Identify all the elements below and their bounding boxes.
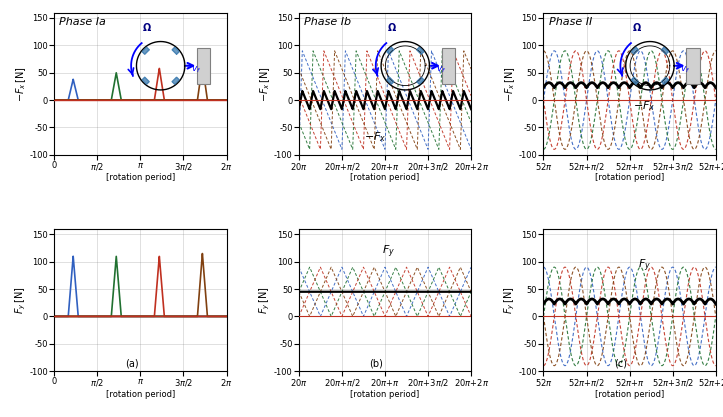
Polygon shape bbox=[387, 47, 394, 54]
Y-axis label: $-F_x\,[\mathrm{N}]$: $-F_x\,[\mathrm{N}]$ bbox=[259, 66, 273, 102]
Text: Phase Ib: Phase Ib bbox=[304, 17, 351, 27]
Polygon shape bbox=[631, 77, 638, 84]
Polygon shape bbox=[416, 77, 424, 84]
Y-axis label: $F_y\,[\mathrm{N}]$: $F_y\,[\mathrm{N}]$ bbox=[258, 286, 273, 314]
Text: $v_f$: $v_f$ bbox=[435, 64, 446, 75]
X-axis label: [rotation period]: [rotation period] bbox=[106, 173, 175, 183]
Text: $\mathbf{\Omega}$: $\mathbf{\Omega}$ bbox=[387, 21, 397, 33]
Text: Phase Ia: Phase Ia bbox=[59, 17, 106, 27]
Polygon shape bbox=[172, 47, 179, 54]
X-axis label: [rotation period]: [rotation period] bbox=[351, 390, 419, 399]
Bar bbox=[442, 48, 455, 84]
Polygon shape bbox=[142, 47, 149, 54]
Text: (c): (c) bbox=[615, 359, 628, 369]
Text: $F_y$: $F_y$ bbox=[382, 244, 395, 260]
Text: $v_f$: $v_f$ bbox=[680, 64, 690, 75]
Text: $F_y$: $F_y$ bbox=[638, 258, 651, 274]
Polygon shape bbox=[416, 47, 424, 54]
Polygon shape bbox=[662, 47, 669, 54]
Text: (b): (b) bbox=[369, 359, 383, 369]
Text: Phase II: Phase II bbox=[549, 17, 592, 27]
Text: $\mathbf{\Omega}$: $\mathbf{\Omega}$ bbox=[632, 21, 641, 33]
Polygon shape bbox=[387, 77, 394, 84]
Text: (a): (a) bbox=[125, 359, 139, 369]
Bar bbox=[686, 48, 700, 84]
X-axis label: [rotation period]: [rotation period] bbox=[351, 173, 419, 183]
Text: $v_f$: $v_f$ bbox=[191, 64, 201, 75]
X-axis label: [rotation period]: [rotation period] bbox=[595, 390, 664, 399]
Text: $\mathbf{\Omega}$: $\mathbf{\Omega}$ bbox=[142, 21, 153, 33]
Text: $-F_x$: $-F_x$ bbox=[633, 99, 656, 113]
Y-axis label: $-F_x\,[\mathrm{N}]$: $-F_x\,[\mathrm{N}]$ bbox=[503, 66, 517, 102]
Y-axis label: $-F_x\,[\mathrm{N}]$: $-F_x\,[\mathrm{N}]$ bbox=[14, 66, 28, 102]
Text: $-F_x$: $-F_x$ bbox=[364, 131, 387, 144]
Y-axis label: $F_y\,[\mathrm{N}]$: $F_y\,[\mathrm{N}]$ bbox=[502, 286, 517, 314]
Polygon shape bbox=[662, 77, 669, 84]
Y-axis label: $F_y\,[\mathrm{N}]$: $F_y\,[\mathrm{N}]$ bbox=[14, 286, 28, 314]
X-axis label: [rotation period]: [rotation period] bbox=[595, 173, 664, 183]
Bar bbox=[197, 48, 210, 84]
X-axis label: [rotation period]: [rotation period] bbox=[106, 390, 175, 399]
Polygon shape bbox=[142, 77, 149, 84]
Polygon shape bbox=[172, 77, 179, 84]
Polygon shape bbox=[631, 47, 638, 54]
